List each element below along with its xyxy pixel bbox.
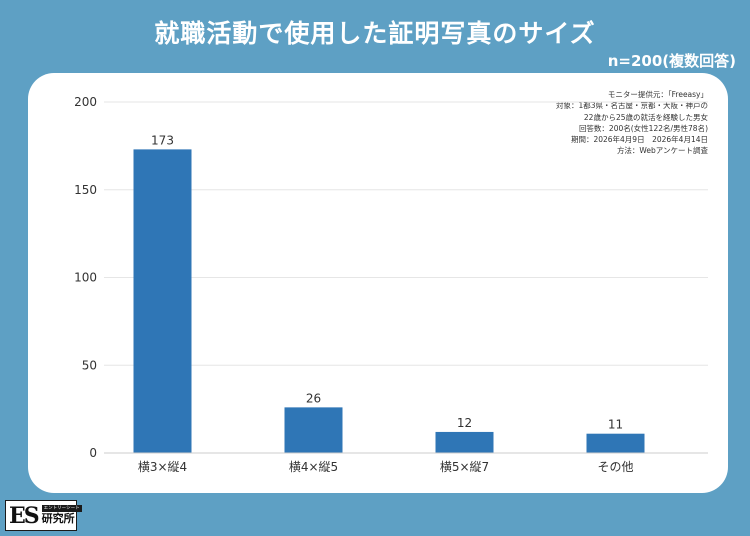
- x-tick-label: 横3×縦4: [138, 460, 187, 474]
- data-label: 11: [608, 418, 623, 432]
- logo-tagline: エントリーシート: [41, 505, 82, 512]
- survey-note-line: モニター提供元：「Freeasy」: [607, 90, 708, 99]
- logo-mark: ES: [9, 502, 40, 529]
- x-tick-label: その他: [597, 460, 633, 474]
- survey-note-line: 22歳から25歳の就活を経験した男女: [583, 112, 708, 122]
- data-label: 26: [306, 391, 321, 405]
- y-tick-label: 150: [74, 183, 97, 197]
- survey-note-line: 期間：2026年4月9日 2026年4月14日: [570, 135, 708, 145]
- sample-size-label: n=200(複数回答): [607, 52, 736, 70]
- y-tick-label: 200: [74, 95, 97, 109]
- logo-name: 研究所: [41, 512, 75, 525]
- y-tick-label: 100: [74, 271, 97, 285]
- es-lab-logo: ES エントリーシート 研究所: [5, 500, 82, 531]
- bar: [133, 149, 192, 453]
- survey-notes: モニター提供元：「Freeasy」 対象：1都3県・名古屋・京都・大阪・神戸の …: [556, 89, 708, 157]
- survey-note-line: 方法：Webアンケート調査: [616, 146, 708, 156]
- data-label: 12: [457, 416, 472, 430]
- category-labels: 横3×縦4 横4×縦5 横5×縦7 その他: [138, 460, 634, 474]
- survey-note-line: 回答数：200名(女性122名/男性78名): [578, 123, 708, 133]
- y-tick-label: 50: [82, 358, 97, 372]
- bar: [586, 433, 645, 453]
- y-tick-label: 0: [89, 446, 97, 460]
- bar: [284, 407, 343, 453]
- x-tick-label: 横5×縦7: [440, 460, 489, 474]
- data-labels: 173 26 12 11: [151, 133, 623, 431]
- bars: [133, 149, 645, 453]
- survey-note-line: 対象：1都3県・名古屋・京都・大阪・神戸の: [555, 101, 708, 111]
- chart-title: 就職活動で使用した証明写真のサイズ: [154, 19, 596, 48]
- bar: [435, 431, 494, 453]
- x-tick-label: 横4×縦5: [289, 460, 338, 474]
- y-axis-ticks: 0 50 100 150 200: [74, 95, 97, 460]
- data-label: 173: [151, 133, 174, 147]
- grid-lines: [104, 101, 708, 366]
